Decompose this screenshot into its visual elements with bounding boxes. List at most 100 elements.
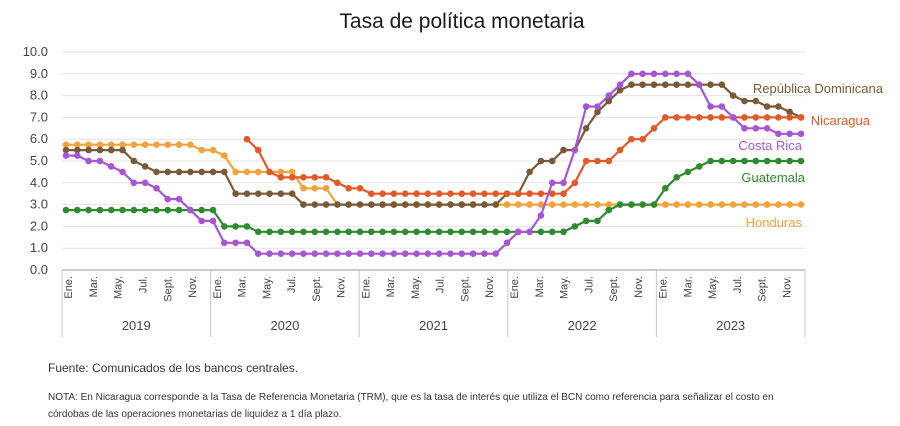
data-point [582, 103, 590, 110]
data-point [435, 250, 443, 257]
data-point [560, 179, 567, 187]
data-point [752, 201, 760, 208]
data-point [707, 114, 714, 121]
data-point [119, 168, 126, 176]
data-point [662, 81, 669, 88]
data-point [107, 163, 115, 170]
data-point [221, 223, 228, 230]
data-point [288, 190, 296, 197]
data-point [729, 114, 737, 121]
data-point [85, 157, 92, 165]
data-point [379, 228, 386, 236]
data-point [153, 184, 160, 192]
data-point [277, 174, 285, 181]
data-point [232, 190, 239, 197]
data-point [300, 201, 307, 208]
data-point [254, 190, 262, 197]
data-point [797, 130, 805, 138]
data-point [424, 250, 432, 257]
data-point [401, 190, 409, 197]
data-point [198, 206, 205, 214]
data-point [537, 212, 545, 219]
data-point [119, 206, 126, 214]
data-point [164, 168, 172, 176]
month-label: Sept. [459, 276, 471, 302]
data-point [639, 201, 646, 208]
month-label: Nov. [781, 276, 793, 298]
data-point [243, 223, 251, 230]
month-label: Jul. [435, 276, 447, 293]
data-point [435, 201, 443, 208]
data-point [368, 190, 375, 197]
month-label: Mar. [682, 276, 694, 297]
month-label: Mar. [237, 276, 249, 297]
data-point [515, 190, 522, 197]
y-axis: 0.0 1.0 2.0 3.0 4.0 5.0 6.0 7.0 8.0 9.0 10.0 [23, 44, 48, 277]
data-point [141, 163, 149, 170]
data-point [424, 228, 432, 236]
data-point [62, 206, 70, 214]
data-point [232, 223, 239, 230]
data-point [300, 184, 307, 192]
data-point [447, 190, 454, 197]
data-point [662, 201, 669, 208]
data-point [515, 228, 522, 236]
data-point [503, 228, 511, 236]
data-point [164, 206, 172, 214]
data-point [684, 114, 692, 121]
data-point [763, 125, 771, 132]
data-point [786, 130, 793, 138]
data-point [254, 146, 262, 154]
data-point [322, 184, 330, 192]
data-point [300, 250, 307, 257]
data-point [458, 250, 466, 257]
data-point [515, 201, 522, 208]
month-label: May. [261, 276, 273, 299]
data-point [379, 201, 386, 208]
data-point [130, 141, 138, 148]
data-point [605, 206, 613, 214]
data-point [786, 201, 793, 208]
data-point [763, 201, 771, 208]
data-point [187, 206, 194, 214]
data-point [775, 114, 782, 121]
footnote: NOTA: En Nicaragua corresponde a la Tasa… [48, 392, 774, 420]
data-point [141, 179, 149, 187]
month-label: Jul. [732, 276, 744, 293]
data-point [775, 103, 782, 110]
data-point [797, 114, 805, 121]
data-point [695, 81, 703, 88]
data-point [221, 152, 228, 159]
data-point [594, 201, 601, 208]
data-point [198, 168, 205, 176]
data-point [548, 228, 556, 236]
data-point [413, 190, 420, 197]
data-point [582, 157, 590, 165]
data-point [221, 239, 228, 247]
data-point [673, 70, 680, 78]
data-point [164, 195, 172, 203]
data-point [198, 146, 205, 154]
year-label: 2020 [270, 318, 299, 333]
data-point [673, 114, 680, 121]
y-tick-label: 6.0 [30, 131, 48, 146]
data-point [741, 125, 748, 132]
data-point [695, 114, 703, 121]
data-point [594, 108, 601, 116]
month-label: Mar. [534, 276, 546, 297]
month-label: May. [707, 276, 719, 299]
data-point [673, 81, 680, 88]
data-point [288, 228, 296, 236]
month-label: Sept. [162, 276, 174, 302]
data-point [650, 125, 658, 132]
data-point [311, 201, 319, 208]
data-point [322, 250, 330, 257]
data-point [401, 201, 409, 208]
data-point [390, 201, 398, 208]
data-point [243, 168, 251, 176]
data-point [526, 201, 533, 208]
series-nicaragua [243, 114, 805, 197]
data-point [695, 163, 703, 170]
data-point [594, 217, 601, 225]
data-point [187, 141, 194, 148]
